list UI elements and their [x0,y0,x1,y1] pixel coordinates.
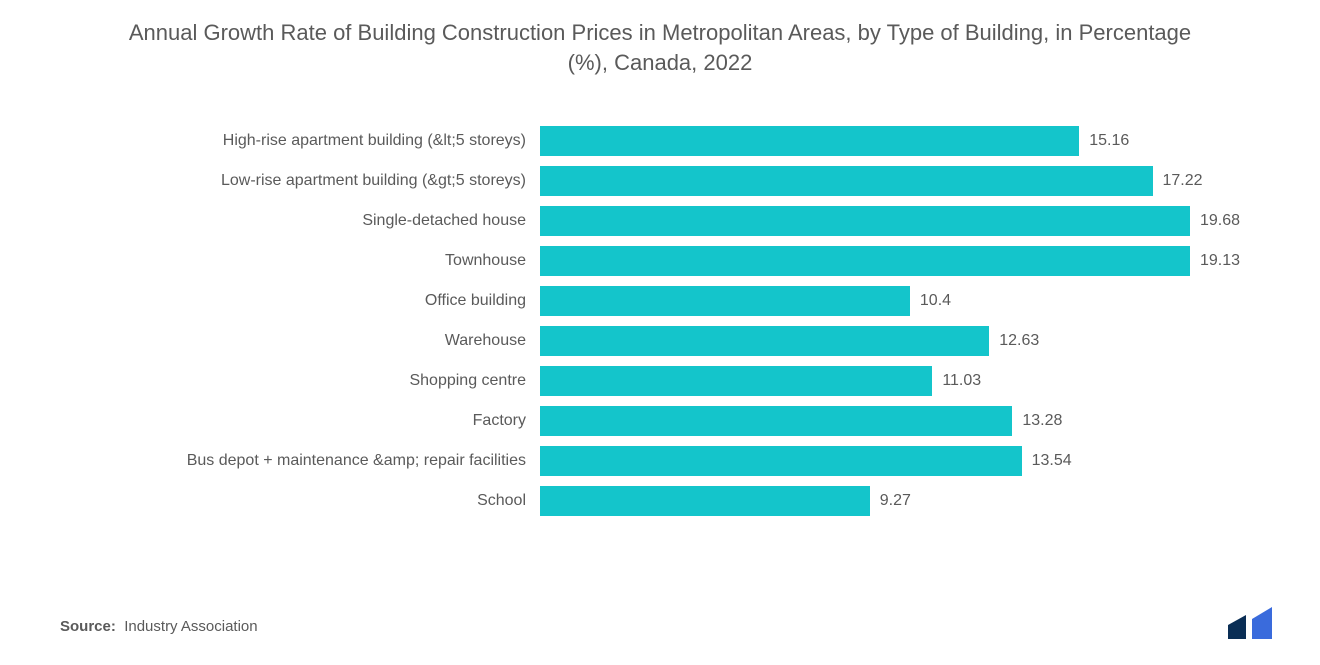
value-label: 13.54 [1032,452,1072,470]
bar-cell: 11.03 [540,366,1240,396]
bar-row: Factory 13.28 [60,401,1240,441]
value-label: 19.13 [1200,252,1240,270]
source-text: Industry Association [124,618,257,635]
source-label: Source: [60,618,116,635]
logo-icon [1222,605,1282,643]
attribution-logo [1222,605,1282,643]
category-label: Warehouse [60,332,540,350]
chart-container: Annual Growth Rate of Building Construct… [0,0,1320,665]
bar-cell: 13.28 [540,406,1240,436]
category-label: Factory [60,412,540,430]
bar [540,126,1079,156]
bar-cell: 9.27 [540,486,1240,516]
category-label: Office building [60,292,540,310]
bar-cell: 19.68 [540,206,1240,236]
bar-row: High-rise apartment building (&lt;5 stor… [60,121,1240,161]
category-label: School [60,492,540,510]
bar [540,366,932,396]
bar [540,166,1153,196]
category-label: Single-detached house [60,212,540,230]
source-line: Source: Industry Association [60,618,258,635]
chart-title: Annual Growth Rate of Building Construct… [110,18,1210,77]
bar [540,486,870,516]
bar [540,286,910,316]
value-label: 19.68 [1200,212,1240,230]
bar-row: Warehouse 12.63 [60,321,1240,361]
bar-row: Bus depot + maintenance &amp; repair fac… [60,441,1240,481]
value-label: 9.27 [880,492,911,510]
value-label: 11.03 [942,372,981,390]
bar-row: Townhouse 19.13 [60,241,1240,281]
value-label: 17.22 [1163,172,1203,190]
value-label: 12.63 [999,332,1039,350]
category-label: Bus depot + maintenance &amp; repair fac… [60,452,540,470]
bar-row: School 9.27 [60,481,1240,521]
bar-cell: 10.4 [540,286,1240,316]
bar [540,246,1190,276]
bar-cell: 12.63 [540,326,1240,356]
bar [540,446,1022,476]
bar-row: Office building 10.4 [60,281,1240,321]
bar-cell: 13.54 [540,446,1240,476]
bar-row: Low-rise apartment building (&gt;5 store… [60,161,1240,201]
bar-rows: High-rise apartment building (&lt;5 stor… [60,121,1240,521]
bar-cell: 19.13 [540,246,1240,276]
value-label: 13.28 [1022,412,1062,430]
category-label: Low-rise apartment building (&gt;5 store… [60,172,540,190]
bar [540,406,1012,436]
bar-row: Single-detached house 19.68 [60,201,1240,241]
category-label: High-rise apartment building (&lt;5 stor… [60,132,540,150]
category-label: Shopping centre [60,372,540,390]
category-label: Townhouse [60,252,540,270]
value-label: 15.16 [1089,132,1129,150]
bar [540,206,1190,236]
bar-cell: 15.16 [540,126,1240,156]
bar [540,326,989,356]
bar-cell: 17.22 [540,166,1240,196]
bar-row: Shopping centre 11.03 [60,361,1240,401]
value-label: 10.4 [920,292,951,310]
